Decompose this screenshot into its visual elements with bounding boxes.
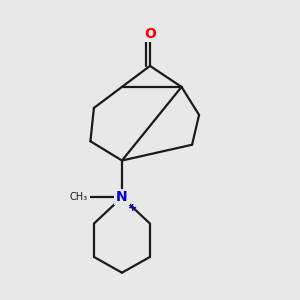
Text: N: N: [116, 190, 128, 204]
Bar: [143, 26, 157, 42]
Bar: [114, 189, 130, 205]
Text: +: +: [128, 203, 137, 213]
Text: CH₃: CH₃: [69, 192, 87, 202]
Text: O: O: [144, 27, 156, 41]
Bar: [66, 190, 90, 204]
